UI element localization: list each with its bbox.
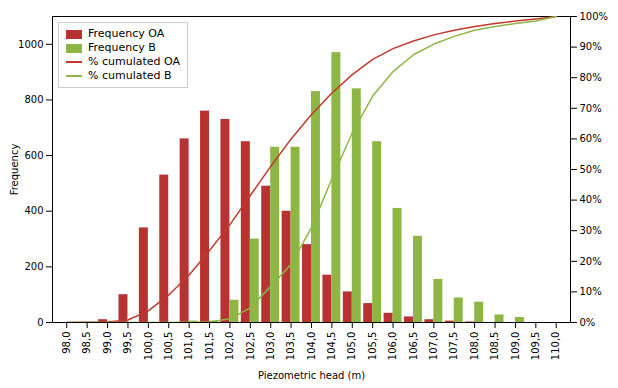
svg-text:106,5: 106,5 bbox=[408, 332, 419, 361]
svg-text:80%: 80% bbox=[580, 72, 602, 83]
svg-text:1000: 1000 bbox=[18, 39, 43, 50]
svg-text:101,5: 101,5 bbox=[204, 332, 215, 361]
svg-text:100%: 100% bbox=[580, 11, 609, 22]
svg-text:109,0: 109,0 bbox=[510, 332, 521, 361]
svg-text:108,0: 108,0 bbox=[469, 332, 480, 361]
svg-text:110,0: 110,0 bbox=[550, 332, 561, 361]
svg-text:99,0: 99,0 bbox=[102, 332, 113, 354]
html-text:Frequency OA: Frequency OA bbox=[88, 27, 165, 40]
svg-text:90%: 90% bbox=[580, 41, 602, 52]
svg-text:30%: 30% bbox=[580, 225, 602, 236]
svg-text:108,5: 108,5 bbox=[489, 332, 500, 361]
svg-text:Frequency: Frequency bbox=[9, 144, 20, 196]
svg-text:102,5: 102,5 bbox=[245, 332, 256, 361]
svg-text:107,5: 107,5 bbox=[448, 332, 459, 361]
html-text:Frequency B: Frequency B bbox=[88, 41, 156, 54]
svg-text:104,0: 104,0 bbox=[306, 332, 317, 361]
svg-text:60%: 60% bbox=[580, 133, 602, 144]
svg-text:800: 800 bbox=[24, 94, 43, 105]
svg-text:200: 200 bbox=[24, 261, 43, 272]
svg-text:70%: 70% bbox=[580, 103, 602, 114]
svg-text:100,5: 100,5 bbox=[163, 332, 174, 361]
svg-text:104,5: 104,5 bbox=[326, 332, 337, 361]
svg-text:10%: 10% bbox=[580, 286, 602, 297]
svg-text:40%: 40% bbox=[580, 194, 602, 205]
svg-text:107,0: 107,0 bbox=[428, 332, 439, 361]
svg-text:105,5: 105,5 bbox=[367, 332, 378, 361]
svg-text:0%: 0% bbox=[580, 317, 596, 328]
svg-text:98,0: 98,0 bbox=[61, 332, 72, 354]
svg-text:0: 0 bbox=[37, 317, 43, 328]
svg-text:600: 600 bbox=[24, 150, 43, 161]
svg-text:98,5: 98,5 bbox=[81, 332, 92, 354]
svg-text:106,0: 106,0 bbox=[387, 332, 398, 361]
html-text:% cumulated B: % cumulated B bbox=[88, 69, 172, 82]
svg-text:Piezometric head (m): Piezometric head (m) bbox=[258, 370, 365, 381]
svg-text:50%: 50% bbox=[580, 164, 602, 175]
svg-text:109,5: 109,5 bbox=[530, 332, 541, 361]
svg-text:20%: 20% bbox=[580, 255, 602, 266]
html-text:% cumulated OA: % cumulated OA bbox=[88, 55, 180, 68]
svg-text:102,0: 102,0 bbox=[224, 332, 235, 361]
svg-text:99,5: 99,5 bbox=[122, 332, 133, 354]
svg-text:103,0: 103,0 bbox=[265, 332, 276, 361]
svg-text:100,0: 100,0 bbox=[143, 332, 154, 361]
svg-text:400: 400 bbox=[24, 205, 43, 216]
svg-text:105,0: 105,0 bbox=[346, 332, 357, 361]
svg-text:103,5: 103,5 bbox=[285, 332, 296, 361]
svg-text:101,0: 101,0 bbox=[183, 332, 194, 361]
